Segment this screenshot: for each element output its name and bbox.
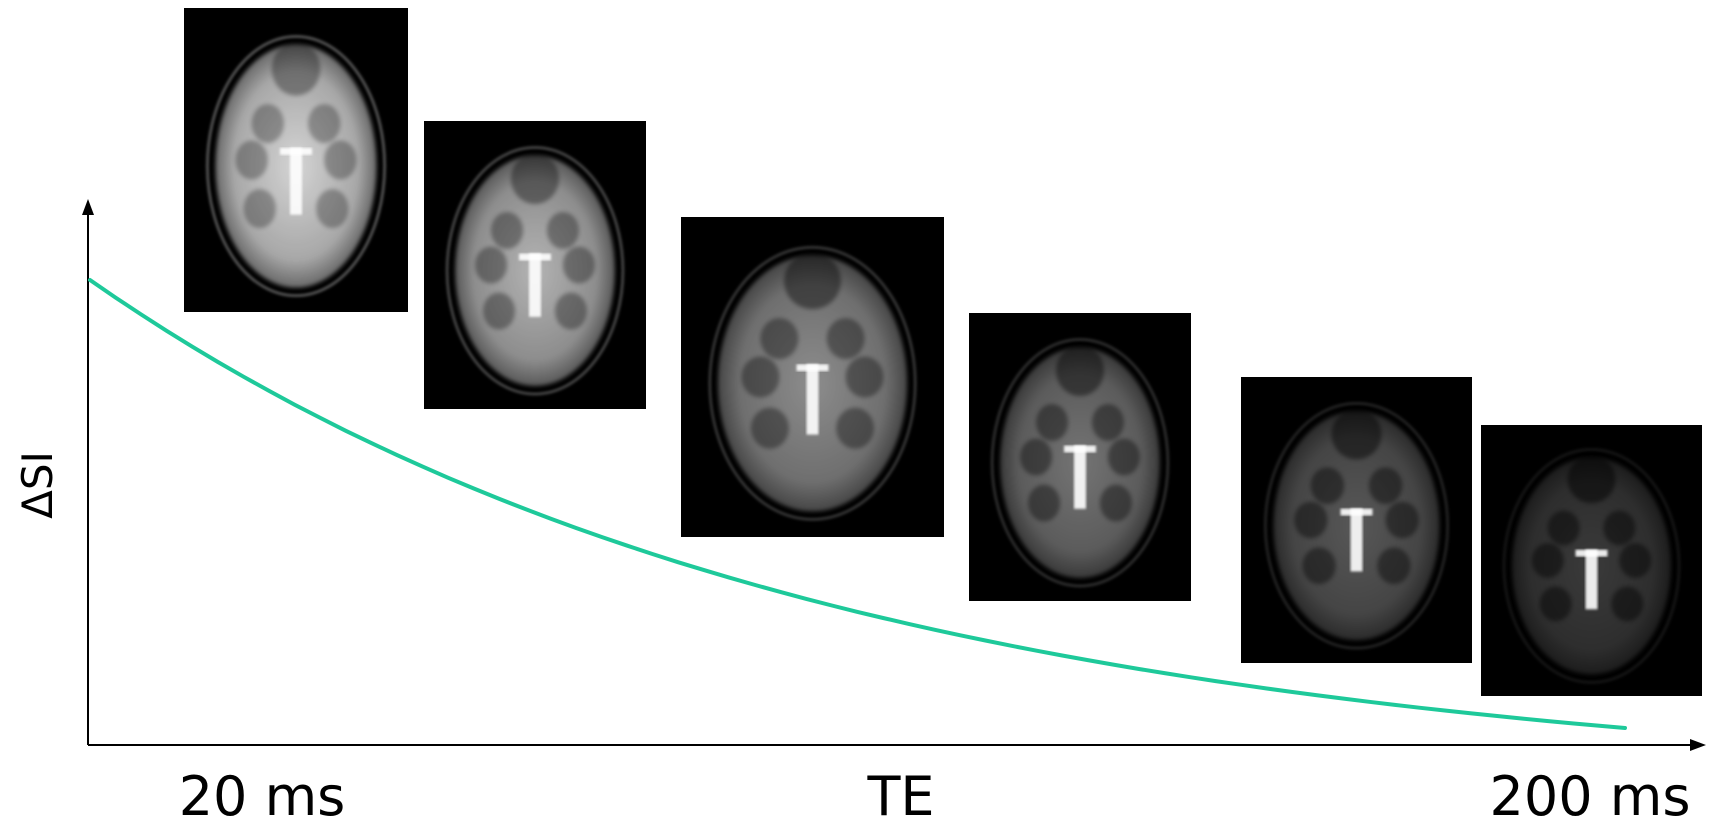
y-axis-arrowhead — [82, 199, 94, 215]
x-end-label: 200 ms — [1490, 765, 1691, 822]
te-image-1 — [184, 8, 408, 312]
x-axis-arrowhead — [1690, 739, 1706, 751]
te-image-2 — [424, 121, 646, 409]
te-image-series — [184, 8, 1702, 696]
te-image-5 — [1241, 377, 1472, 663]
x-start-label: 20 ms — [179, 765, 346, 822]
te-image-6 — [1481, 425, 1702, 696]
x-axis-label: TE — [866, 765, 934, 822]
te-image-4 — [969, 313, 1191, 601]
decay-curve — [88, 278, 1627, 730]
te-image-3 — [681, 217, 944, 537]
y-axis-label: ΔSI — [13, 451, 62, 519]
axes — [82, 199, 1706, 751]
